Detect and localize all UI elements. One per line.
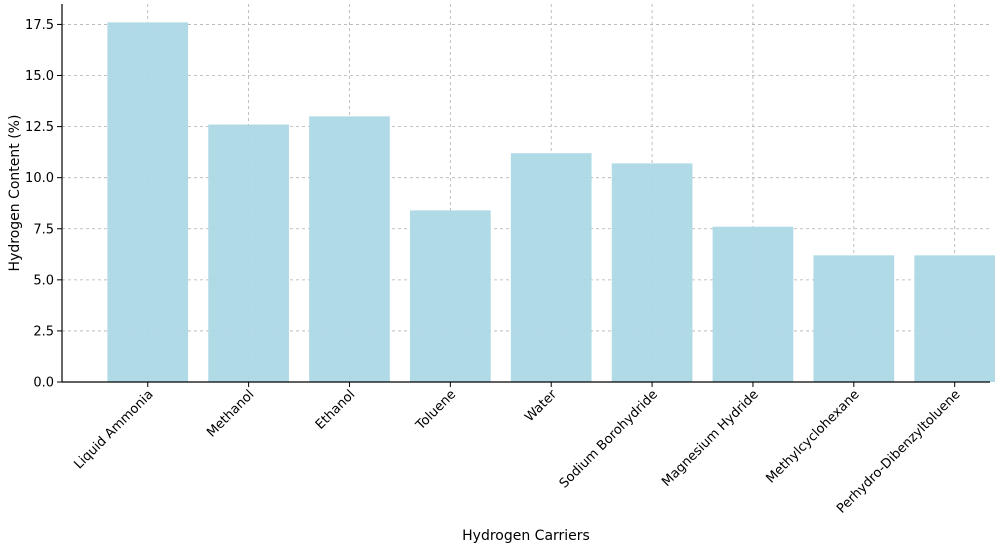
x-tick-label: Ethanol <box>313 387 358 432</box>
y-ticks: 0.0 2.5 5.0 7.5 10.0 12.5 15.0 17.5 <box>25 18 62 391</box>
y-tick-label: 2.5 <box>33 324 54 339</box>
axes <box>61 4 990 383</box>
x-tick-label: Magnesium Hydride <box>659 387 762 490</box>
y-tick-label: 17.5 <box>25 18 54 33</box>
bar <box>107 22 189 382</box>
x-tick-label: Methanol <box>204 387 257 440</box>
bar <box>813 255 895 382</box>
y-tick-label: 15.0 <box>25 69 54 84</box>
bar <box>510 153 592 382</box>
bar <box>309 116 390 382</box>
x-tick-label: Methylcyclohexane <box>763 387 862 486</box>
x-tick-label: Liquid Ammonia <box>71 387 156 472</box>
y-tick-label: 7.5 <box>33 222 54 237</box>
bar <box>410 210 491 382</box>
y-tick-label: 5.0 <box>33 273 54 288</box>
bar <box>611 163 693 382</box>
bar <box>914 255 996 382</box>
y-axis-title: Hydrogen Content (%) <box>7 115 23 272</box>
x-tick-label: Water <box>522 387 560 425</box>
bars <box>107 22 996 382</box>
x-axis-title: Hydrogen Carriers <box>462 528 590 544</box>
y-tick-label: 12.5 <box>25 120 54 135</box>
bar <box>208 124 289 382</box>
x-ticks: Liquid Ammonia Methanol Ethanol Toluene Wate… <box>71 382 964 517</box>
x-tick-label: Sodium Borohydride <box>557 387 661 491</box>
bar <box>712 226 794 382</box>
y-tick-label: 0.0 <box>33 376 54 391</box>
y-tick-label: 10.0 <box>25 171 54 186</box>
x-tick-label: Toluene <box>413 387 460 434</box>
